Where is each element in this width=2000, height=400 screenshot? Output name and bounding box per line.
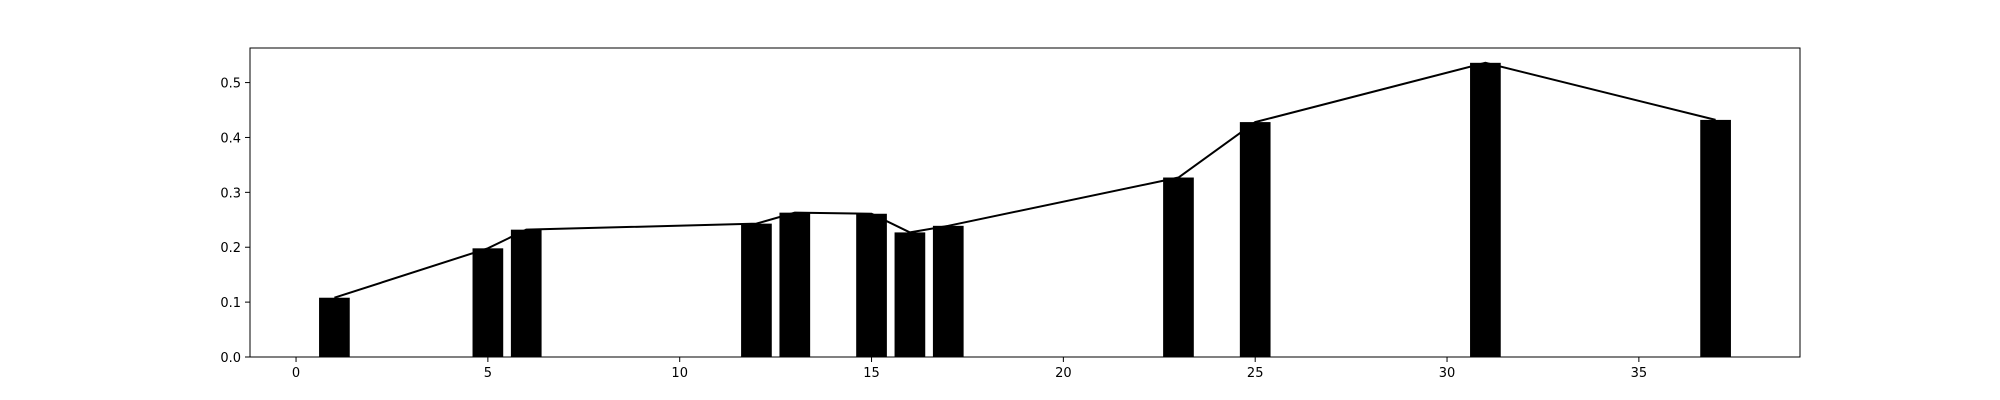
bar — [1700, 119, 1731, 357]
x-tick-label: 10 — [671, 366, 688, 381]
x-tick-label: 35 — [1631, 366, 1648, 381]
y-tick-label: 0.3 — [220, 186, 241, 201]
bar — [319, 297, 350, 357]
plot-frame — [249, 47, 1801, 358]
y-axis: 0.0 0.1 0.2 0.3 0.4 0.5 — [220, 77, 250, 366]
x-tick-label: 15 — [863, 366, 880, 381]
y-tick-label: 0.5 — [220, 77, 241, 92]
bar — [894, 232, 926, 357]
y-tick-label: 0.0 — [220, 351, 241, 366]
x-tick-label: 5 — [484, 366, 492, 381]
y-tick-label: 0.2 — [220, 241, 241, 256]
bar — [779, 212, 811, 357]
bar — [1470, 62, 1501, 358]
bar — [1239, 122, 1271, 357]
x-tick-label: 20 — [1055, 366, 1072, 381]
bar — [741, 223, 772, 357]
bar — [932, 225, 964, 357]
y-tick-label: 0.1 — [220, 296, 241, 311]
bar — [856, 213, 887, 357]
x-tick-label: 0 — [292, 366, 300, 381]
x-tick-label: 25 — [1247, 366, 1264, 381]
y-tick-label: 0.4 — [220, 131, 241, 146]
x-axis: 0 5 10 15 20 25 30 35 — [292, 357, 1647, 381]
bar — [510, 229, 542, 357]
x-tick-label: 30 — [1439, 366, 1456, 381]
bars — [319, 62, 1731, 358]
bar — [1163, 177, 1194, 357]
bar — [472, 248, 504, 357]
series-line — [334, 61, 1716, 299]
